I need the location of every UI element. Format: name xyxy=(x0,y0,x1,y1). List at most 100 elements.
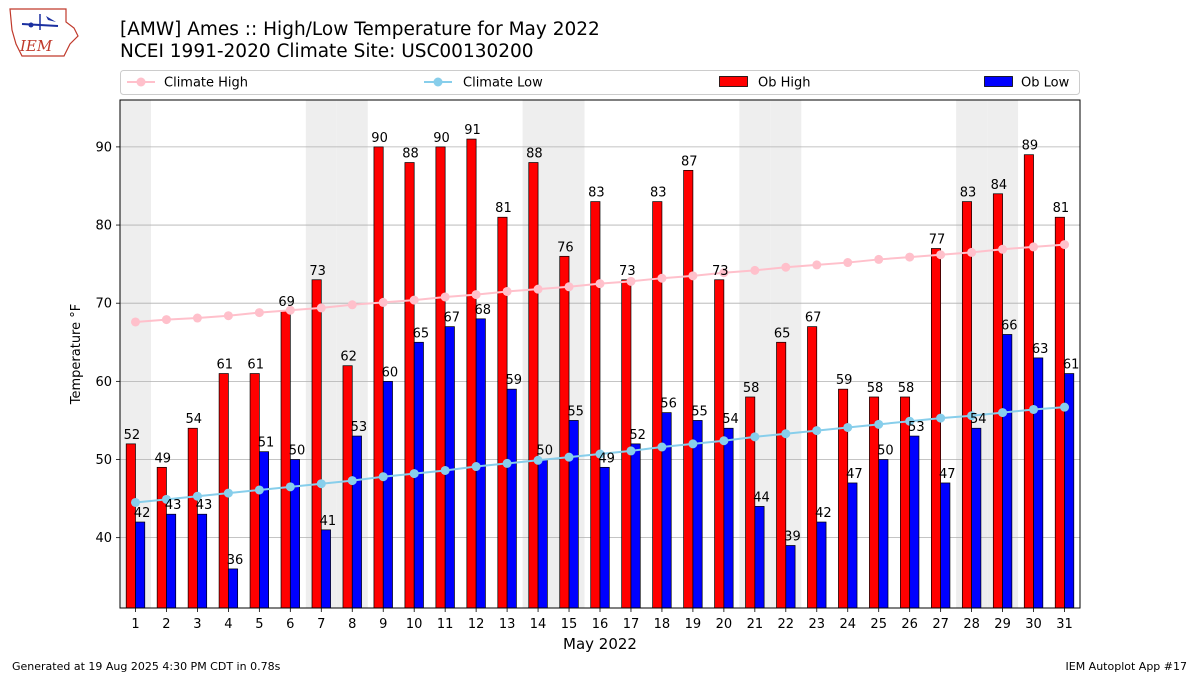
ob-high-bar xyxy=(497,216,508,609)
climate-high-point xyxy=(750,265,760,275)
x-tick-label: 4 xyxy=(224,617,232,632)
ob-high-bar xyxy=(280,310,291,609)
footer-app: IEM Autoplot App #17 xyxy=(1066,660,1188,673)
ob-low-bar xyxy=(197,513,208,609)
x-tick-label: 11 xyxy=(437,617,454,632)
y-axis-label: Temperature °F xyxy=(69,304,84,405)
ob-high-bar xyxy=(807,326,818,609)
ob-low-value-label: 47 xyxy=(846,467,863,482)
climate-low-point xyxy=(161,494,171,504)
climate-low-point xyxy=(626,446,636,456)
legend-ob-high-swatch xyxy=(719,76,748,87)
ob-low-bar xyxy=(630,443,641,609)
climate-low-point xyxy=(719,436,729,446)
climate-high-point xyxy=(595,279,605,289)
ob-high-value-label: 88 xyxy=(526,147,543,162)
x-tick-label: 12 xyxy=(468,617,485,632)
ob-high-bar xyxy=(683,169,694,609)
x-tick-label: 9 xyxy=(379,617,387,632)
ob-low-bar xyxy=(1002,334,1013,609)
ob-high-bar xyxy=(992,193,1003,609)
climate-low-point xyxy=(967,411,977,421)
ob-high-bar xyxy=(776,341,787,609)
ob-low-value-label: 66 xyxy=(1001,318,1018,333)
climate-high-point xyxy=(967,247,977,257)
climate-low-point xyxy=(1029,404,1039,414)
ob-high-value-label: 49 xyxy=(155,451,172,466)
climate-low-point xyxy=(533,455,543,465)
climate-low-point xyxy=(254,485,264,495)
ob-high-bar xyxy=(621,279,632,609)
climate-high-point xyxy=(812,260,822,270)
ob-low-value-label: 61 xyxy=(1063,358,1080,373)
ob-high-value-label: 73 xyxy=(712,264,729,279)
ob-low-bar xyxy=(909,435,920,609)
ob-high-value-label: 69 xyxy=(278,295,295,310)
ob-low-bar xyxy=(878,459,889,609)
y-tick-label: 90 xyxy=(95,140,112,155)
climate-low-point xyxy=(936,413,946,423)
climate-low-point xyxy=(688,439,698,449)
ob-low-value-label: 67 xyxy=(444,311,461,326)
ob-low-value-label: 50 xyxy=(536,444,553,459)
climate-low-point xyxy=(905,416,915,426)
climate-high-point xyxy=(657,273,667,283)
ob-low-bar xyxy=(599,466,610,609)
x-tick-label: 25 xyxy=(870,617,887,632)
climate-low-point xyxy=(595,449,605,459)
ob-high-value-label: 88 xyxy=(402,147,419,162)
x-tick-label: 23 xyxy=(809,617,826,632)
x-tick-label: 30 xyxy=(1025,617,1042,632)
x-tick-label: 22 xyxy=(778,617,795,632)
ob-low-bar xyxy=(754,506,765,609)
x-tick-label: 5 xyxy=(255,617,263,632)
y-tick-label: 50 xyxy=(95,453,112,468)
x-tick-label: 18 xyxy=(654,617,671,632)
legend-item-climate-high: Climate High xyxy=(127,76,248,91)
ob-low-bar xyxy=(135,521,146,609)
climate-high-point xyxy=(1060,240,1070,250)
climate-high-point xyxy=(719,268,729,278)
ob-high-value-label: 58 xyxy=(898,381,915,396)
ob-high-value-label: 59 xyxy=(836,373,853,388)
climate-low-point xyxy=(843,422,853,432)
climate-high-point xyxy=(440,292,450,302)
x-tick-label: 8 xyxy=(348,617,356,632)
ob-high-value-label: 90 xyxy=(371,131,388,146)
ob-low-bar xyxy=(320,529,331,609)
climate-low-point xyxy=(378,472,388,482)
climate-low-point xyxy=(471,462,481,472)
legend-ob-low-label: Ob Low xyxy=(1021,76,1070,91)
legend-item-ob-high: Ob High xyxy=(719,76,811,91)
y-tick-label: 70 xyxy=(95,297,112,312)
ob-low-value-label: 47 xyxy=(939,467,956,482)
ob-low-bar xyxy=(568,420,579,609)
weather-station-icon xyxy=(21,14,59,30)
climate-high-point xyxy=(874,254,884,264)
ob-low-bar xyxy=(940,482,951,609)
iem-logo[interactable]: IEM xyxy=(9,8,79,57)
ob-high-value-label: 76 xyxy=(557,240,574,255)
legend-climate-low-marker xyxy=(433,77,443,87)
ob-high-bar xyxy=(838,388,849,609)
ob-high-value-label: 83 xyxy=(650,186,667,201)
climate-high-point xyxy=(316,303,326,313)
climate-low-point xyxy=(564,452,574,462)
ob-low-value-label: 60 xyxy=(382,365,399,380)
ob-low-bar xyxy=(351,435,362,609)
ob-high-value-label: 65 xyxy=(774,326,791,341)
x-tick-label: 31 xyxy=(1056,617,1073,632)
climate-high-point xyxy=(564,282,574,292)
y-tick-label: 40 xyxy=(95,531,112,546)
climate-low-point xyxy=(192,491,202,501)
ob-low-bar xyxy=(1033,357,1044,609)
climate-low-point xyxy=(502,458,512,468)
ob-high-bar xyxy=(125,443,136,609)
chart-subtitle: NCEI 1991-2020 Climate Site: USC00130200 xyxy=(120,41,534,62)
climate-high-point xyxy=(936,250,946,260)
legend-climate-high-label: Climate High xyxy=(164,76,248,91)
ob-low-value-label: 42 xyxy=(134,506,151,521)
x-tick-label: 1 xyxy=(131,617,139,632)
ob-low-value-label: 52 xyxy=(629,428,646,443)
ob-high-bar xyxy=(156,466,167,609)
